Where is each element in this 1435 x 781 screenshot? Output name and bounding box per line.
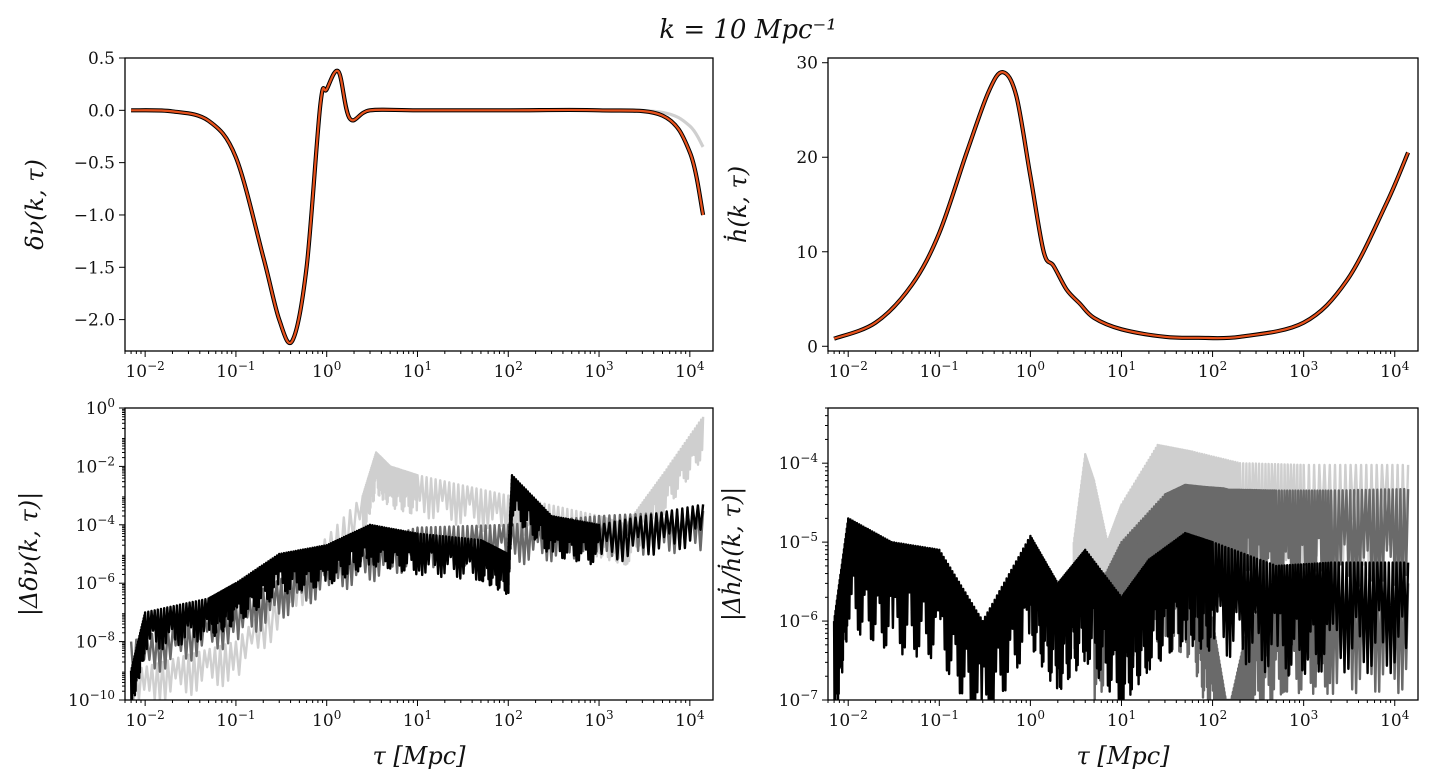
axes-frame xyxy=(124,57,714,352)
x-tick-label: 101 xyxy=(403,359,432,382)
x-tick-label: 101 xyxy=(1107,708,1136,731)
x-tick-label: 102 xyxy=(494,708,523,731)
y-tick-label: 10 xyxy=(796,243,818,263)
y-tick-label: 100 xyxy=(86,396,115,419)
y-tick-label: 10−8 xyxy=(76,630,115,653)
y-tick-label: 0.0 xyxy=(88,101,115,121)
x-tick-label: 104 xyxy=(675,708,705,731)
y-tick-label: 10−6 xyxy=(779,609,818,632)
x-tick-label: 100 xyxy=(1016,708,1045,731)
x-tick-label: 100 xyxy=(312,359,341,382)
x-tick-label: 102 xyxy=(1198,708,1227,731)
y-axis-label: |Δḣ/ḣ(k, τ)| xyxy=(717,487,747,621)
x-tick-label: 101 xyxy=(403,708,432,731)
x-tick-label: 103 xyxy=(1289,708,1318,731)
axes-frame xyxy=(124,407,714,701)
x-axis-label: τ [Mpc] xyxy=(1076,742,1170,770)
series-light xyxy=(1072,443,1410,650)
y-tick-label: 10−4 xyxy=(76,513,116,536)
x-tick-label: 10−1 xyxy=(216,708,255,731)
x-tick-label: 10−2 xyxy=(829,708,868,731)
panel-rel_delta_hdot: 10−2 10−1 100 101 102 103 104 10−4 10−5 10−6 10−7 |… xyxy=(717,407,1419,770)
y-tick-label: −1.5 xyxy=(74,258,115,278)
x-tick-label: 10−1 xyxy=(920,708,959,731)
y-tick-label: −0.5 xyxy=(74,154,115,174)
y-tick-label: 20 xyxy=(796,148,818,168)
x-tick-label: 104 xyxy=(675,359,705,382)
x-tick-label: 100 xyxy=(312,708,341,731)
y-tick-label: −1.0 xyxy=(74,206,115,226)
panel-delta_nu: 10−2 10−1 100 101 102 103 104 0.5 0.0 −0.5 −1.0 −1.… xyxy=(21,49,714,382)
plot-area xyxy=(832,443,1410,700)
axes-frame xyxy=(827,57,1419,352)
series-dark xyxy=(832,517,1410,700)
x-tick-label: 10−2 xyxy=(829,359,868,382)
y-tick-label: 10−10 xyxy=(68,688,115,711)
x-axis-label: τ [Mpc] xyxy=(372,742,466,770)
series-dark xyxy=(129,474,705,700)
panel-abs_delta_delta_nu: 10−2 10−1 100 101 102 103 104 100 10−2 10−4 10−6 10… xyxy=(15,396,714,770)
panels: 10−2 10−1 100 101 102 103 1040.50.0−0.5−1.0−1.… xyxy=(15,49,1419,770)
y-axis-label: |Δδν(k, τ)| xyxy=(15,492,44,616)
series-outline xyxy=(833,70,1411,341)
figure-title: k = 10 Mpc⁻¹ xyxy=(659,15,836,45)
x-tick-label: 101 xyxy=(1107,359,1136,382)
x-tick-label: 103 xyxy=(584,359,613,382)
plot-area xyxy=(129,416,705,700)
y-tick-label: 10−5 xyxy=(779,530,818,553)
x-tick-label: 103 xyxy=(1289,359,1318,382)
x-tick-label: 10−2 xyxy=(125,708,164,731)
y-tick-label: 10−4 xyxy=(779,451,819,474)
x-tick-label: 102 xyxy=(494,359,523,382)
x-tick-label: 10−2 xyxy=(125,359,164,382)
y-tick-label: 0 xyxy=(807,337,818,357)
x-tick-label: 10−1 xyxy=(216,359,255,382)
y-axis-label: δν(k, τ) xyxy=(21,159,49,250)
plot-area xyxy=(833,70,1411,341)
series-solution-orange- xyxy=(131,69,705,345)
x-tick-label: 104 xyxy=(1380,359,1410,382)
y-tick-label: 30 xyxy=(796,54,818,74)
y-tick-label: 10−2 xyxy=(76,454,115,477)
x-tick-label: 10−1 xyxy=(920,359,959,382)
y-tick-label: −2.0 xyxy=(74,311,115,331)
y-tick-label: 0.5 xyxy=(88,49,115,69)
series-solution-orange- xyxy=(833,71,1410,340)
x-tick-label: 100 xyxy=(1016,359,1045,382)
y-tick-label: 10−6 xyxy=(76,571,115,594)
x-tick-label: 104 xyxy=(1380,708,1410,731)
y-tick-label: 10−7 xyxy=(779,688,818,711)
plot-area xyxy=(131,68,706,346)
x-tick-label: 103 xyxy=(584,708,613,731)
x-tick-label: 102 xyxy=(1198,359,1227,382)
y-axis-label: ḣ(k, τ) xyxy=(723,166,752,243)
